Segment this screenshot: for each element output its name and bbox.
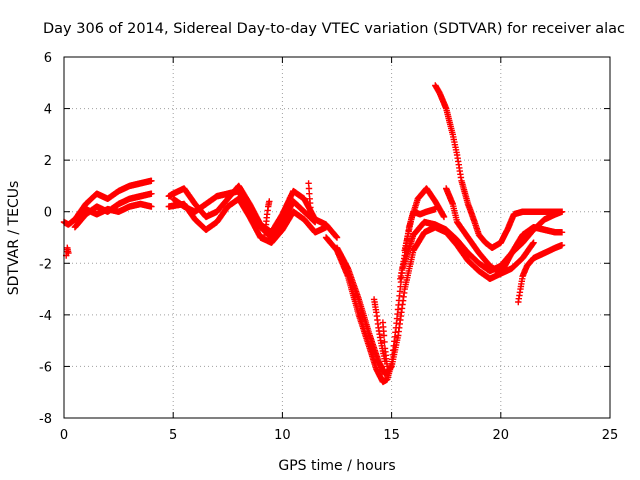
data-point-track-f bbox=[322, 224, 330, 231]
x-tick-label: 10 bbox=[274, 428, 291, 443]
y-tick-label: 6 bbox=[44, 51, 52, 66]
x-tick-label: 20 bbox=[493, 428, 510, 443]
plot-frame bbox=[63, 56, 611, 419]
data-point-spike-d bbox=[307, 208, 314, 215]
data-point-track-n bbox=[558, 242, 566, 249]
y-tick-label: -8 bbox=[39, 412, 52, 427]
data-point-track-g bbox=[312, 218, 319, 226]
x-tick-label: 0 bbox=[60, 428, 68, 443]
data-point-spike-b bbox=[384, 363, 391, 370]
data-point-track-e bbox=[333, 234, 341, 241]
data-points bbox=[60, 82, 566, 386]
axis-ticks: 0 5 10 15 20 25 -8 -6 -4 -2 0 2 4 6 bbox=[39, 51, 618, 443]
y-axis-label: SDTVAR / TECUs bbox=[6, 181, 22, 296]
y-tick-label: -6 bbox=[39, 360, 52, 375]
data-point-spike-c bbox=[266, 198, 273, 205]
y-tick-label: 2 bbox=[44, 154, 52, 169]
data-point-spike-b bbox=[381, 338, 388, 346]
y-tick-label: -4 bbox=[39, 309, 52, 324]
y-tick-label: 0 bbox=[44, 206, 52, 221]
x-tick-label: 5 bbox=[169, 428, 177, 443]
data-point-spike-b bbox=[380, 332, 388, 339]
grid bbox=[64, 57, 610, 418]
x-axis-label: GPS time / hours bbox=[278, 458, 395, 474]
data-point-track-a bbox=[148, 177, 155, 184]
data-point-track-b bbox=[148, 190, 155, 197]
x-tick-label: 15 bbox=[383, 428, 400, 443]
data-point-track-k bbox=[440, 213, 448, 221]
chart-title: Day 306 of 2014, Sidereal Day-to-day VTE… bbox=[43, 21, 625, 37]
data-point-track-d bbox=[65, 249, 72, 257]
y-tick-label: 4 bbox=[44, 103, 52, 118]
x-tick-label: 25 bbox=[602, 428, 619, 443]
data-point-track-c bbox=[148, 203, 155, 210]
data-point-track-m bbox=[530, 239, 537, 246]
data-point-track-h bbox=[558, 229, 566, 236]
data-point-track-l bbox=[558, 208, 566, 215]
y-tick-label: -2 bbox=[39, 257, 52, 272]
